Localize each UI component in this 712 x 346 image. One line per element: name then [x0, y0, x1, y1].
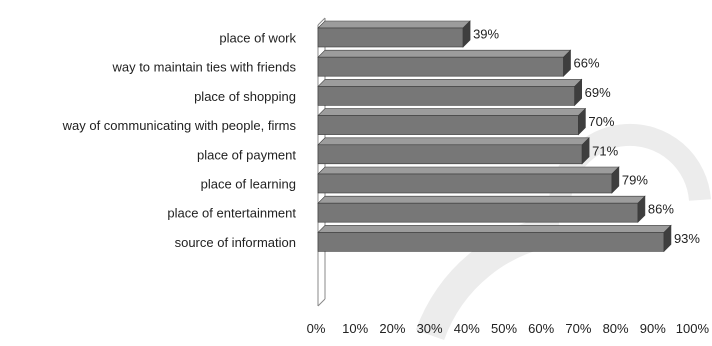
bar-side-face [663, 224, 672, 253]
x-tick-label: 10% [342, 321, 368, 336]
bar [317, 224, 672, 253]
bar-top-face [317, 225, 672, 233]
bar [317, 166, 620, 194]
bar [317, 49, 572, 77]
bar-top-face [317, 195, 646, 204]
bar [317, 195, 646, 223]
value-label: 71% [592, 143, 618, 158]
x-tick-label: 70% [565, 321, 591, 336]
bar-top-face [317, 20, 471, 29]
value-label: 93% [674, 231, 700, 246]
category-label: place of learning [201, 177, 296, 192]
x-tick-label: 50% [491, 321, 517, 336]
x-tick-label: 100% [676, 321, 710, 336]
bar-side-face [574, 78, 582, 107]
bar-front-face [317, 115, 579, 135]
bar [317, 20, 471, 48]
bar-top-face [317, 79, 583, 87]
y-axis-top-edge [317, 17, 326, 26]
x-axis-ticks: 0% 10% 20% 30% 40% 50% 60% 70% 80% 90% 100% [307, 321, 710, 336]
category-labels: place of work way to maintain ties with f… [62, 31, 297, 250]
bar-front-face [317, 173, 613, 194]
bar-front-face [317, 232, 665, 252]
bar-front-face [317, 144, 583, 165]
bar-front-face [317, 202, 639, 223]
x-tick-label: 40% [454, 321, 480, 336]
bar-top-face [317, 49, 572, 58]
category-label: place of work [219, 31, 296, 46]
value-label: 79% [622, 173, 648, 188]
bar-side-face [637, 195, 646, 223]
bar-side-face [581, 137, 590, 165]
category-label: source of information [175, 235, 296, 250]
value-labels: 39% 66% 69% 70% 71% 79%86%93% [473, 27, 700, 246]
x-tick-label: 30% [417, 321, 443, 336]
x-tick-label: 90% [640, 321, 666, 336]
x-tick-label: 80% [603, 321, 629, 336]
x-tick-label: 0% [307, 321, 326, 336]
value-label: 66% [574, 56, 600, 71]
category-label: way to maintain ties with friends [111, 60, 296, 75]
bar [317, 78, 583, 107]
bar-top-face [317, 137, 590, 146]
value-label: 39% [473, 27, 499, 42]
value-label: 69% [585, 85, 611, 100]
bar-side-face [578, 107, 586, 136]
value-label: 86% [648, 202, 674, 217]
bar [317, 137, 590, 165]
x-tick-label: 60% [528, 321, 554, 336]
y-axis-bottom-edge [317, 298, 326, 307]
category-label: place of payment [197, 147, 296, 162]
category-label: place of shopping [194, 89, 296, 104]
bar-top-face [317, 166, 620, 175]
bar [317, 107, 587, 136]
bar-top-face [317, 108, 587, 116]
bar-front-face [317, 86, 575, 106]
bar-side-face [563, 49, 571, 77]
category-label: place of entertainment [167, 206, 296, 221]
bar-side-face [611, 166, 620, 194]
category-label: way of communicating with people, firms [62, 118, 297, 133]
bars-group [317, 20, 672, 253]
bar-side-face [462, 20, 471, 48]
value-label: 70% [588, 114, 614, 129]
x-tick-label: 20% [379, 321, 405, 336]
bar-front-face [317, 56, 564, 77]
bar-front-face [317, 27, 464, 48]
